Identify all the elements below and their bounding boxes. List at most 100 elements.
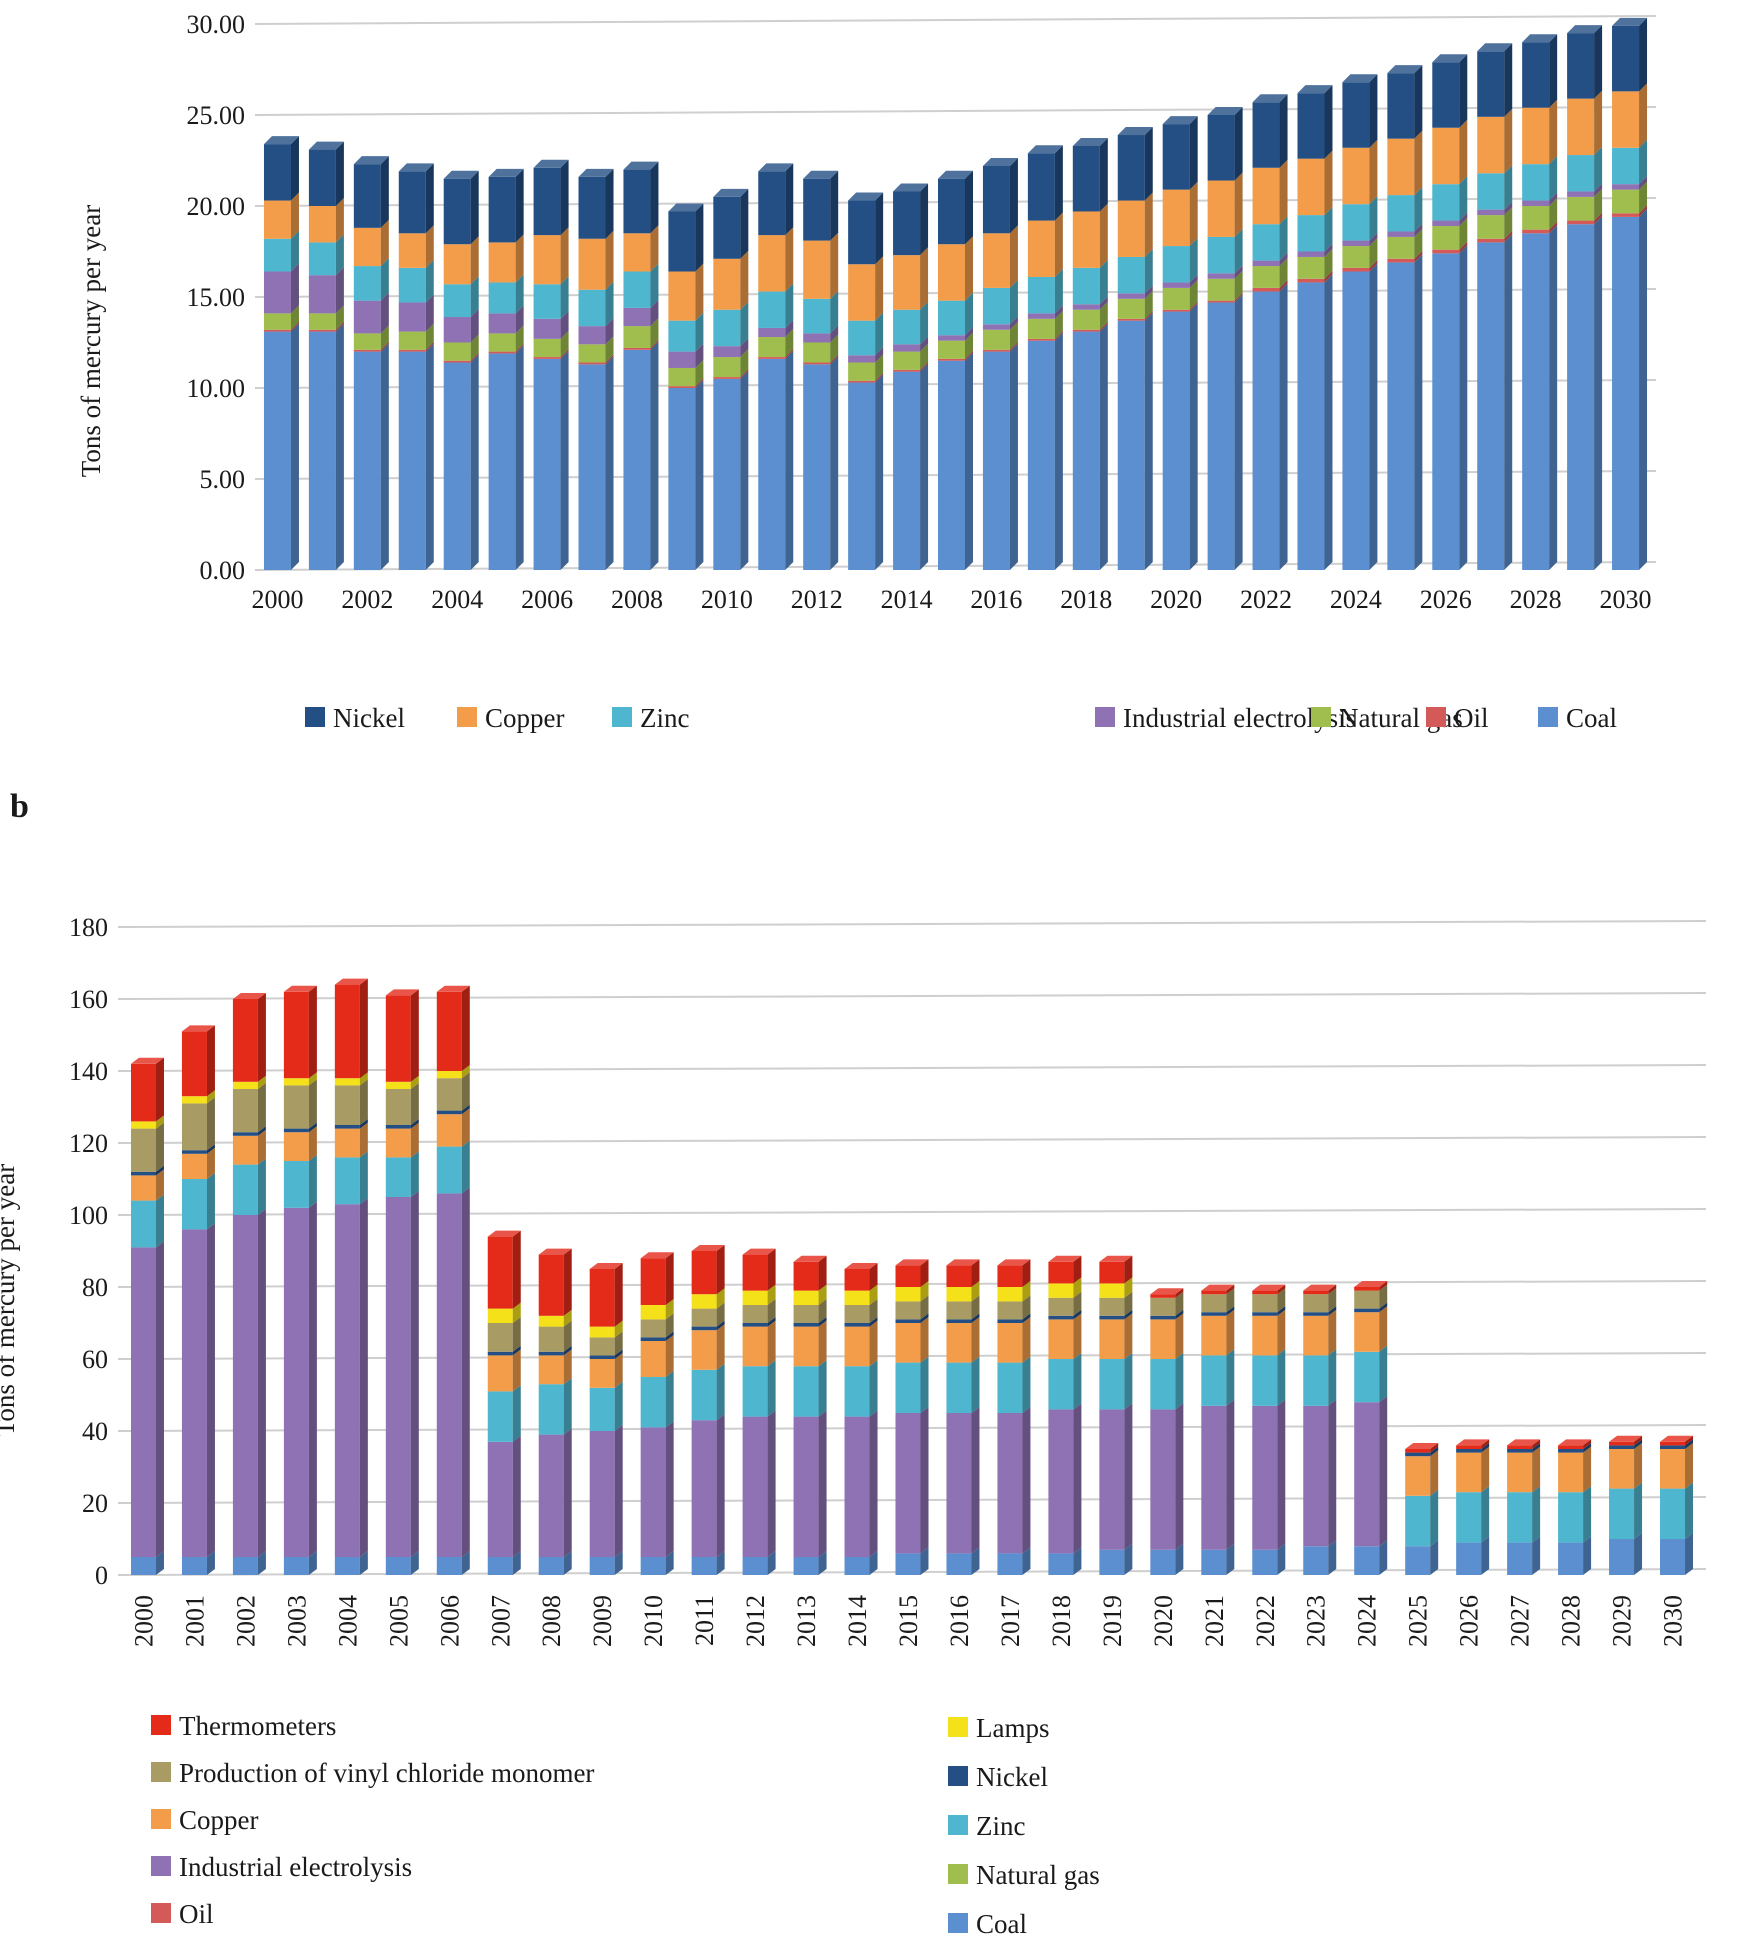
bar-segment-coal: [1117, 312, 1153, 570]
x-tick-label: 2007: [486, 1595, 515, 1647]
bar-segment-oil: [758, 349, 794, 359]
bar-segment-oil: [893, 361, 929, 372]
bar-segment-industrial-electrolysis: [982, 316, 1018, 330]
bar-segment-industrial-electrolysis: [1342, 232, 1378, 247]
bar-segment-zinc: [691, 1363, 725, 1421]
bar-segment-oil: [1477, 230, 1513, 243]
bar-segment-nickel: [982, 157, 1018, 234]
bar-segment-industrial-electrolysis: [1567, 183, 1603, 197]
bar-segment-nickel: [533, 159, 569, 236]
legend-label: Copper: [179, 1805, 258, 1835]
bar-segment-industrial-electrolysis: [997, 1407, 1031, 1554]
bar-segment-coal: [181, 1551, 215, 1575]
bar-segment-zinc: [1522, 156, 1558, 201]
bar-segment-industrial-electrolysis: [1252, 1399, 1286, 1550]
bar-2007: [578, 168, 614, 570]
bar-segment-coal: [436, 1551, 470, 1575]
bar-segment-natural-gas: [848, 354, 884, 381]
bar-top-face: [640, 1252, 674, 1259]
bar-segment-nickel: [1558, 1443, 1592, 1453]
bar-segment-coal: [130, 1551, 164, 1575]
bar-segment-industrial-electrolysis: [938, 327, 973, 341]
bar-2010: [640, 1252, 674, 1575]
bar-segment-nickel: [938, 170, 973, 245]
bar-segment-thermometers: [1405, 1443, 1439, 1453]
gridline: [117, 920, 1707, 928]
bar-segment-natural-gas: [1522, 198, 1558, 230]
bar-segment-production-of-vinyl-chloride-monomer: [1201, 1288, 1235, 1313]
bar-segment-copper: [589, 1353, 623, 1388]
legend-swatch: [151, 1903, 171, 1923]
bar-segment-industrial-electrolysis: [1354, 1396, 1388, 1547]
bar-segment-zinc: [334, 1151, 368, 1205]
bar-segment-copper: [668, 263, 704, 321]
bar-segment-copper: [1609, 1443, 1643, 1489]
bar-2015: [895, 1259, 929, 1575]
bar-segment-copper: [232, 1129, 266, 1165]
bar-top-face: [538, 1248, 572, 1255]
bar-segment-industrial-electrolysis: [742, 1410, 776, 1557]
bar-segment-industrial-electrolysis: [1162, 274, 1198, 288]
bar-2025: [1405, 1443, 1439, 1575]
bar-segment-zinc: [1405, 1489, 1439, 1547]
bar-segment-production-of-vinyl-chloride-monomer: [334, 1079, 368, 1125]
bar-segment-production-of-vinyl-chloride-monomer: [1354, 1284, 1388, 1309]
bar-segment-zinc: [623, 263, 659, 308]
bar-top-face: [1387, 65, 1423, 74]
bar-segment-copper: [1660, 1443, 1694, 1489]
bar-segment-coal: [334, 1551, 368, 1575]
bar-segment-oil: [1567, 212, 1603, 225]
bar-segment-lamps: [487, 1302, 521, 1323]
gridline: [254, 15, 1657, 25]
bar-segment-natural-gas: [623, 318, 659, 348]
bar-segment-industrial-electrolysis: [1048, 1403, 1082, 1554]
bar-segment-zinc: [130, 1194, 164, 1248]
legend-label: Nickel: [333, 703, 405, 733]
bar-segment-lamps: [844, 1284, 878, 1305]
bar-segment-zinc: [283, 1155, 317, 1208]
bar-segment-copper: [1522, 99, 1558, 165]
bar-segment-zinc: [1477, 165, 1513, 210]
bar-segment-production-of-vinyl-chloride-monomer: [691, 1302, 725, 1327]
bar-segment-nickel: [1612, 17, 1648, 92]
bar-segment-coal: [232, 1551, 266, 1575]
x-tick-label: 2004: [431, 585, 483, 614]
bar-segment-natural-gas: [982, 321, 1018, 350]
x-tick-label: 2012: [791, 585, 843, 614]
bar-top-face: [742, 1248, 776, 1255]
y-tick-label: 100: [69, 1201, 108, 1230]
panel-b-label: b: [10, 788, 29, 825]
bar-segment-nickel: [1072, 137, 1108, 212]
bar-segment-zinc: [893, 301, 929, 345]
bar-segment-industrial-electrolysis: [578, 318, 614, 345]
bar-segment-nickel: [1567, 25, 1603, 99]
bar-segment-zinc: [1558, 1486, 1592, 1543]
bar-segment-industrial-electrolysis: [1252, 252, 1288, 267]
bar-segment-coal: [578, 356, 614, 570]
bar-2030: [1612, 17, 1648, 571]
bar-segment-copper: [353, 219, 389, 267]
bar-segment-nickel: [844, 1317, 878, 1327]
bar-segment-coal: [1162, 303, 1198, 570]
bar-segment-zinc: [1612, 139, 1648, 185]
bar-segment-natural-gas: [1162, 279, 1198, 310]
legend-item-copper: Copper: [151, 1805, 258, 1835]
gridline: [117, 1064, 1707, 1072]
legend-label: Zinc: [976, 1811, 1025, 1841]
bar-segment-zinc: [1456, 1486, 1490, 1543]
bar-segment-copper: [895, 1317, 929, 1363]
bar-segment-nickel: [1354, 1302, 1388, 1313]
bar-2029: [1609, 1435, 1643, 1575]
bar-top-face: [1567, 25, 1603, 34]
bar-segment-oil: [488, 343, 524, 354]
bar-top-face: [803, 170, 839, 179]
legend-label: Lamps: [976, 1713, 1050, 1743]
y-tick-label: 80: [82, 1273, 108, 1302]
bar-segment-oil: [1117, 310, 1153, 321]
bar-segment-zinc: [181, 1173, 215, 1230]
bar-segment-coal: [1099, 1543, 1133, 1575]
bar-top-face: [1150, 1288, 1184, 1295]
bar-2007: [487, 1230, 521, 1575]
bar-segment-copper: [1432, 119, 1468, 185]
bar-segment-coal: [623, 341, 659, 570]
